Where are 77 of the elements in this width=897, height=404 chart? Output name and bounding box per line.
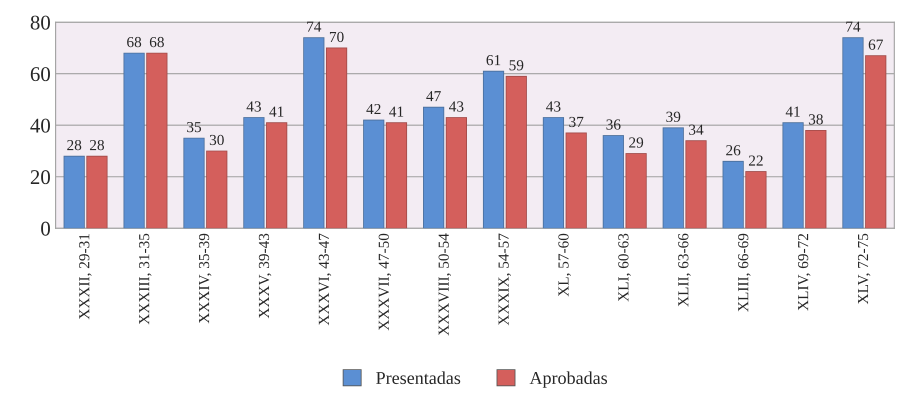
y-tick-label: 40	[30, 118, 50, 133]
data-label: 43	[449, 101, 464, 112]
bar	[506, 76, 527, 228]
data-label: 26	[726, 145, 740, 156]
bar	[183, 138, 205, 228]
data-label: 74	[307, 22, 322, 32]
bar	[423, 106, 444, 228]
y-tick-label: 80	[30, 16, 50, 30]
bar	[782, 122, 804, 228]
bar	[146, 52, 168, 228]
data-label: 36	[606, 119, 621, 130]
data-label: 30	[210, 134, 224, 146]
data-label: 41	[269, 106, 284, 117]
bar	[206, 150, 228, 228]
bar	[745, 171, 767, 228]
data-label: 68	[150, 36, 164, 48]
bar	[86, 156, 108, 228]
data-label: 34	[689, 124, 704, 135]
data-label: 29	[629, 137, 644, 148]
data-label: 39	[666, 112, 680, 122]
data-label: 41	[389, 106, 404, 117]
x-tick-label: XXXII, 29-31	[79, 234, 92, 320]
x-tick-label: XXXIX, 54-57	[498, 234, 511, 326]
data-label: 74	[846, 22, 860, 32]
bar	[542, 117, 564, 228]
bar	[446, 117, 467, 228]
legend-label: Aprobadas	[530, 371, 608, 388]
bar	[326, 48, 348, 228]
bar	[865, 55, 886, 228]
bar	[685, 140, 707, 228]
data-label: 68	[127, 36, 142, 48]
bar	[64, 156, 85, 228]
x-tick-label: XLI, 60-63	[618, 234, 631, 302]
data-label: 70	[330, 32, 344, 42]
bar	[566, 132, 587, 228]
x-tick-label: XLV, 72-75	[858, 234, 870, 304]
x-tick-label: XLIV, 69-72	[798, 234, 810, 311]
x-tick-label: XXXVIII, 50-54	[438, 233, 452, 336]
bar	[805, 130, 826, 228]
bar	[842, 37, 864, 228]
bar	[123, 52, 145, 228]
bar	[662, 127, 684, 228]
y-tick-label: 60	[30, 67, 50, 82]
bar	[602, 135, 624, 228]
data-label: 59	[510, 60, 524, 70]
x-tick-label: XLII, 63-66	[678, 234, 691, 307]
x-tick-label: XXXIII, 31-35	[139, 234, 152, 324]
data-label: 43	[546, 101, 560, 112]
data-label: 43	[246, 101, 261, 112]
data-label: 47	[426, 91, 441, 102]
legend-label: Presentadas	[376, 371, 460, 384]
data-label: 22	[748, 155, 763, 166]
data-label: 37	[569, 116, 584, 128]
data-label: 41	[786, 106, 800, 117]
bar	[626, 153, 647, 228]
bar	[722, 160, 744, 228]
bar	[363, 120, 384, 228]
x-tick-label: XXXVII, 47-50	[378, 234, 392, 330]
bar	[266, 122, 288, 228]
bar	[303, 37, 324, 228]
bar	[482, 70, 504, 228]
bar	[386, 122, 408, 228]
x-tick-label: XXXIV, 35-39	[198, 234, 212, 324]
data-label: 42	[366, 104, 381, 114]
data-label: 67	[868, 40, 883, 50]
data-label: 38	[808, 114, 823, 125]
bar	[243, 117, 265, 228]
data-label: 28	[67, 140, 82, 150]
data-label: 28	[90, 140, 104, 150]
x-tick-label: XXXVI, 43-47	[318, 234, 332, 326]
data-label: 61	[486, 55, 500, 66]
x-tick-label: XL, 57-60	[558, 234, 571, 296]
y-tick-label: 0	[41, 222, 50, 236]
y-tick-label: 20	[30, 170, 50, 184]
x-tick-label: XLIII, 66-69	[738, 234, 751, 312]
x-tick-label: XXXV, 39-43	[258, 234, 272, 318]
data-label: 35	[187, 122, 202, 132]
